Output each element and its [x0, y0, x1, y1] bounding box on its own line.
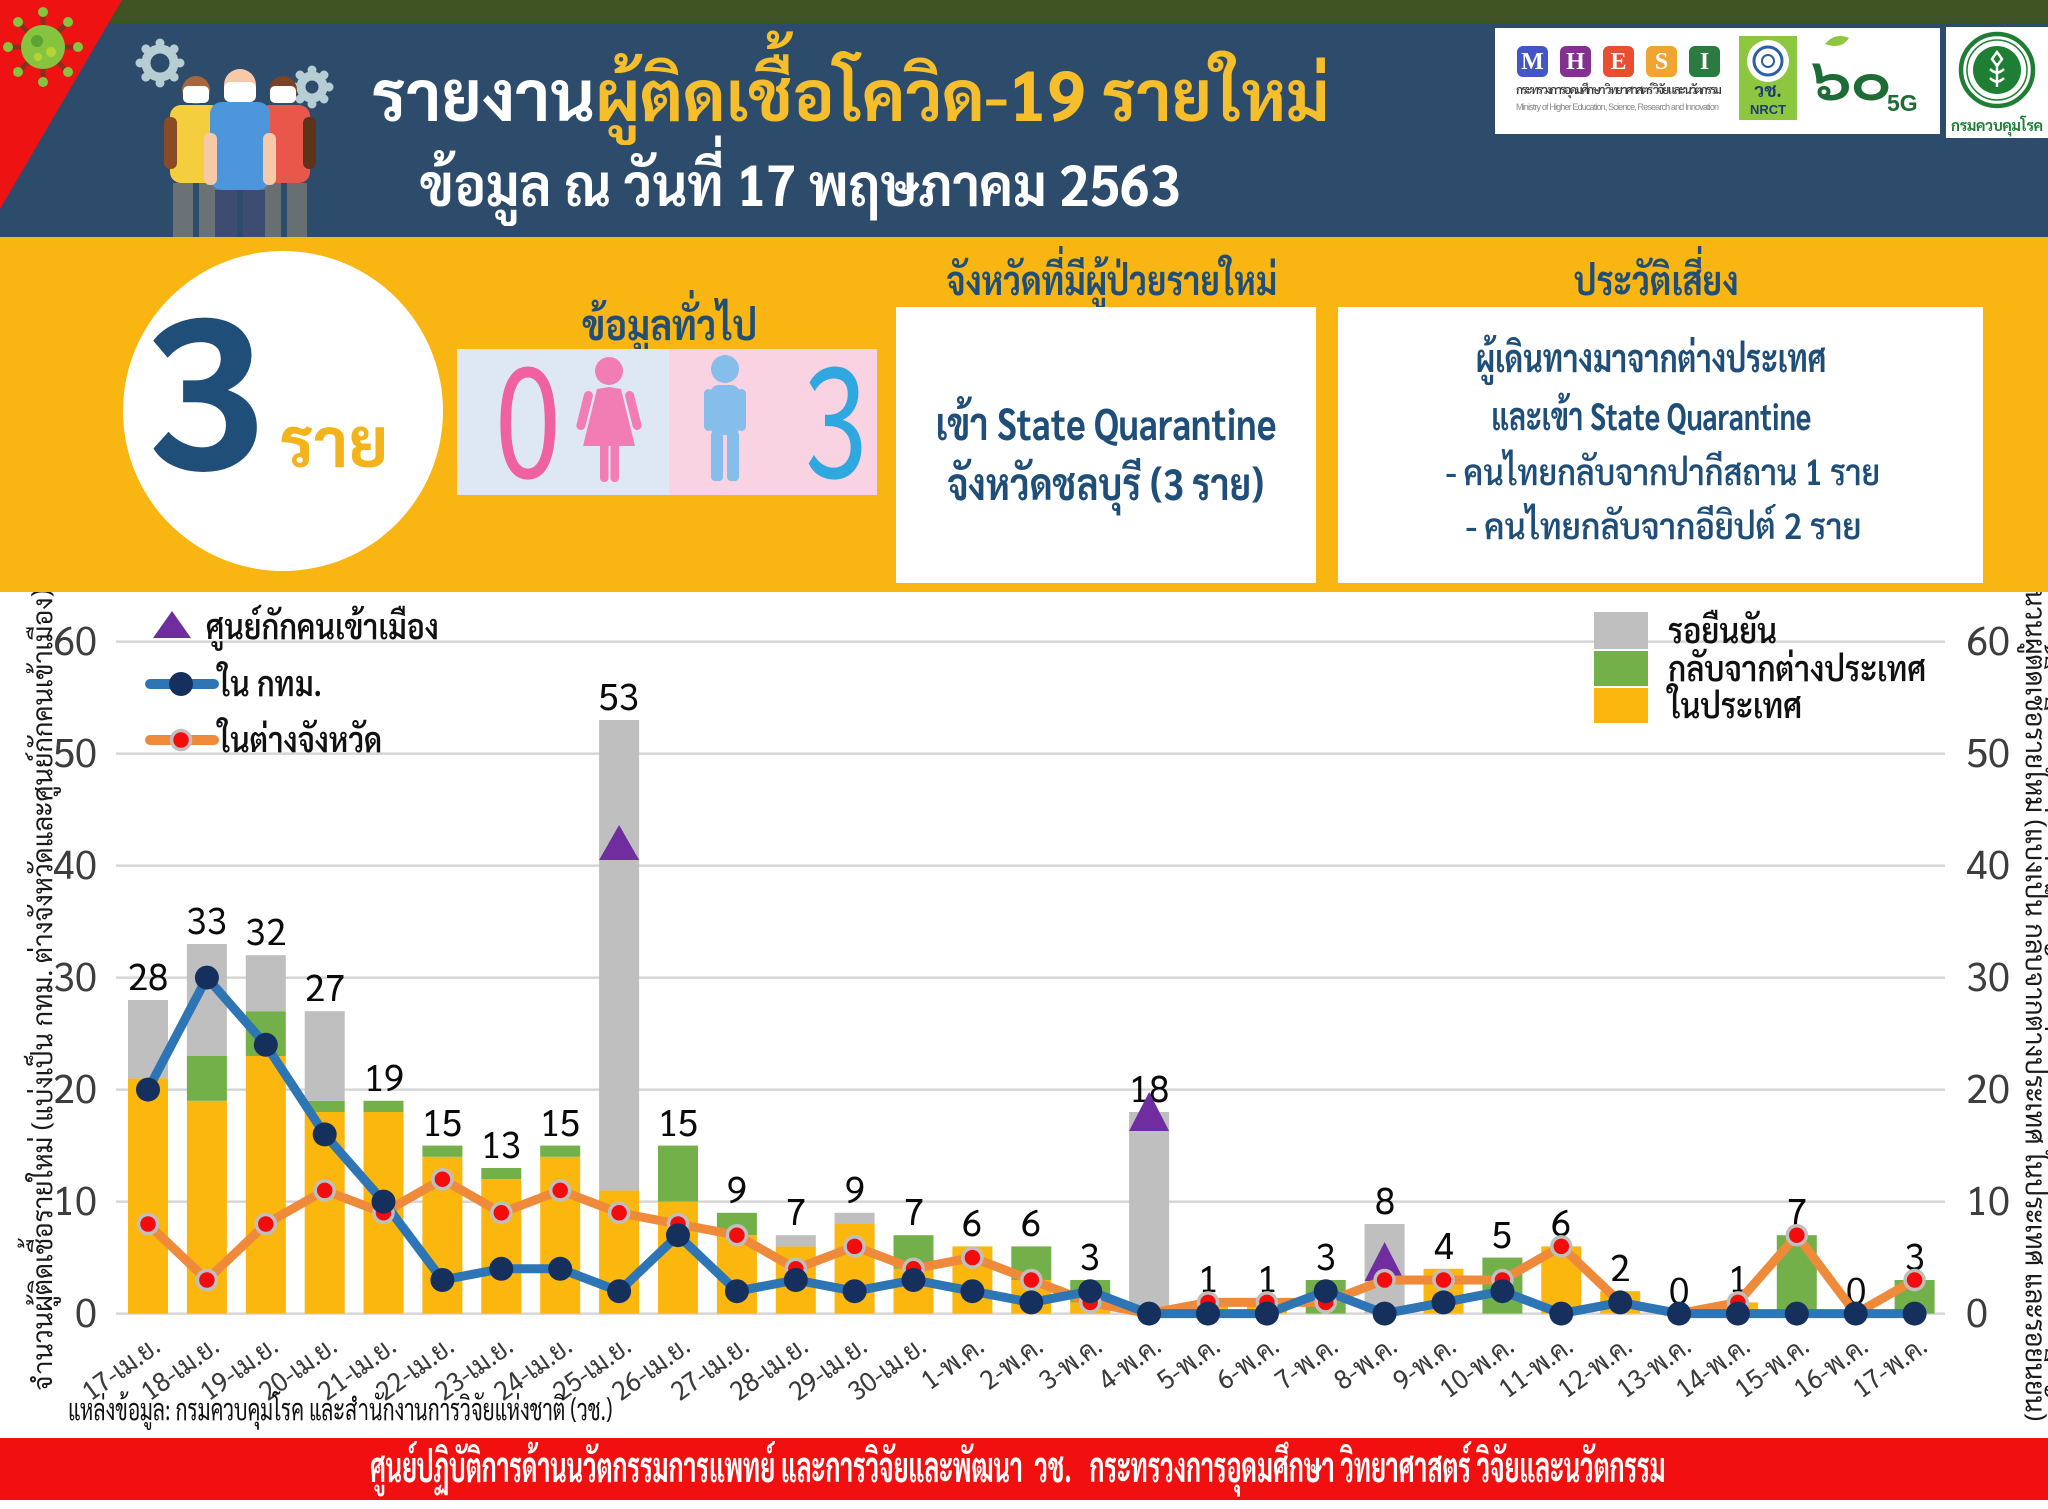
svg-text:4: 4: [1434, 1219, 1454, 1268]
svg-text:6-พ.ค.: 6-พ.ค.: [1208, 1328, 1285, 1397]
svg-text:7: 7: [904, 1185, 924, 1234]
svg-text:50: 50: [53, 725, 97, 777]
svg-text:3: 3: [1316, 1230, 1336, 1279]
svg-text:5: 5: [1492, 1208, 1512, 1257]
svg-text:ใน กทม.: ใน กทม.: [216, 658, 322, 704]
svg-text:0: 0: [75, 1285, 97, 1337]
svg-text:รอยืนยัน: รอยืนยัน: [1668, 606, 1777, 652]
svg-text:30: 30: [53, 949, 97, 1001]
svg-text:1-พ.ค.: 1-พ.ค.: [913, 1328, 990, 1397]
svg-text:15: 15: [658, 1096, 699, 1145]
svg-text:7-พ.ค.: 7-พ.ค.: [1267, 1328, 1344, 1397]
svg-text:15: 15: [540, 1096, 581, 1145]
svg-text:2-พ.ค.: 2-พ.ค.: [972, 1328, 1049, 1397]
svg-text:จำนวนผู้ติดเชื้อรายใหม่ (แบ่งเ: จำนวนผู้ติดเชื้อรายใหม่ (แบ่งเป็น กทม. ต…: [18, 592, 61, 1391]
svg-text:6: 6: [1021, 1196, 1041, 1245]
svg-text:10: 10: [53, 1173, 97, 1225]
svg-text:50: 50: [1966, 725, 2010, 777]
svg-text:5G: 5G: [1887, 90, 1918, 116]
svg-text:40: 40: [1966, 837, 2010, 889]
svg-text:วช.: วช.: [1754, 78, 1782, 102]
svg-text:Ministry of Higher Education,: Ministry of Higher Education, Science, R…: [1516, 102, 1719, 112]
svg-text:60: 60: [53, 613, 97, 665]
svg-text:40: 40: [53, 837, 97, 889]
svg-text:E: E: [1610, 49, 1626, 75]
svg-text:8-พ.ค.: 8-พ.ค.: [1326, 1328, 1403, 1397]
svg-text:3: 3: [1905, 1230, 1925, 1279]
svg-text:I: I: [1700, 49, 1709, 75]
svg-text:5-พ.ค.: 5-พ.ค.: [1149, 1328, 1226, 1397]
svg-text:ในต่างจังหวัด: ในต่างจังหวัด: [216, 714, 382, 760]
svg-text:9: 9: [845, 1163, 865, 1212]
svg-text:32: 32: [246, 905, 287, 954]
svg-text:9: 9: [727, 1163, 747, 1212]
svg-text:19: 19: [364, 1051, 405, 1100]
svg-text:S: S: [1655, 49, 1668, 75]
svg-text:53: 53: [599, 670, 640, 719]
svg-text:30: 30: [1966, 949, 2010, 1001]
svg-text:7: 7: [786, 1185, 806, 1234]
svg-text:H: H: [1566, 49, 1585, 75]
svg-text:28: 28: [128, 950, 169, 999]
svg-text:กรมควบคุมโรค: กรมควบคุมโรค: [1951, 116, 2043, 137]
svg-text:10: 10: [1966, 1173, 2010, 1225]
svg-text:3: 3: [1080, 1230, 1100, 1279]
svg-text:60: 60: [1966, 613, 2010, 665]
svg-text:ศูนย์กักคนเข้าเมือง: ศูนย์กักคนเข้าเมือง: [206, 601, 439, 650]
svg-text:จำนวนผู้ติดเชื้อรายใหม่ (แบ่งเ: จำนวนผู้ติดเชื้อรายใหม่ (แบ่งเป็น กลับจา…: [2017, 592, 2048, 1421]
svg-text:1: 1: [1198, 1252, 1218, 1301]
svg-text:7: 7: [1787, 1185, 1807, 1234]
svg-text:6: 6: [962, 1196, 982, 1245]
svg-text:13: 13: [481, 1118, 522, 1167]
svg-text:0: 0: [1966, 1285, 1988, 1337]
svg-text:27: 27: [305, 961, 346, 1010]
svg-text:0: 0: [1669, 1264, 1689, 1313]
svg-text:4-พ.ค.: 4-พ.ค.: [1090, 1328, 1167, 1397]
svg-text:กลับจากต่างประเทศ: กลับจากต่างประเทศ: [1668, 644, 1927, 690]
svg-text:20: 20: [1966, 1061, 2010, 1113]
svg-text:33: 33: [187, 894, 228, 943]
svg-text:15: 15: [422, 1096, 463, 1145]
svg-text:6: 6: [1551, 1196, 1571, 1245]
svg-text:M: M: [1521, 49, 1544, 75]
svg-text:8: 8: [1375, 1174, 1395, 1223]
svg-text:กระทรวงการอุดมศึกษา วิทยาศาสตร: กระทรวงการอุดมศึกษา วิทยาศาสตร์ วิจัยและ…: [1516, 81, 1722, 99]
svg-text:ในประเทศ: ในประเทศ: [1666, 681, 1802, 727]
svg-text:2: 2: [1610, 1241, 1630, 1290]
svg-text:1: 1: [1728, 1252, 1748, 1301]
svg-text:๖๐: ๖๐: [1811, 36, 1891, 114]
svg-text:20: 20: [53, 1061, 97, 1113]
svg-text:3-พ.ค.: 3-พ.ค.: [1031, 1328, 1108, 1397]
svg-text:NRCT: NRCT: [1750, 102, 1786, 117]
svg-text:1: 1: [1257, 1252, 1277, 1301]
